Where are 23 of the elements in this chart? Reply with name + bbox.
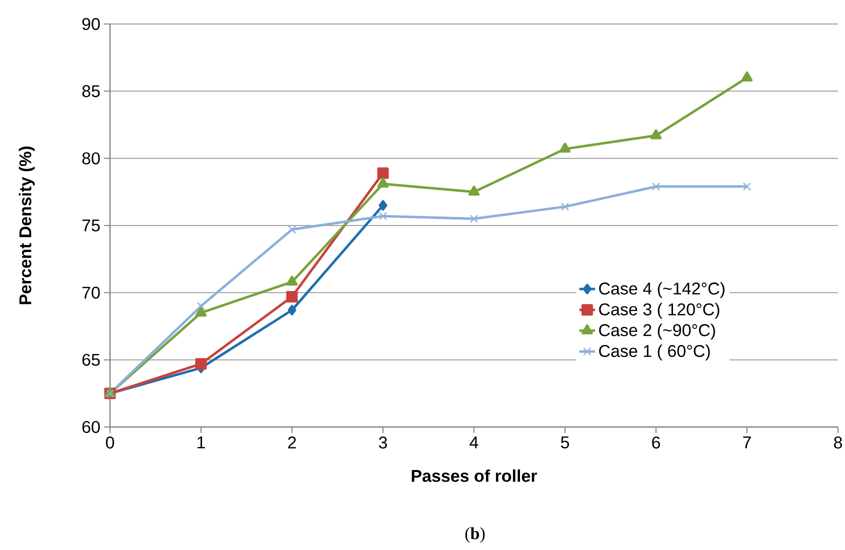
y-tick-label: 75 <box>82 220 100 232</box>
legend-label: Case 1 ( 60°C) <box>599 344 710 360</box>
y-tick-label: 90 <box>82 18 100 30</box>
x-tick-label: 8 <box>834 436 842 449</box>
text: (b) <box>465 527 485 543</box>
x-tick-label: 2 <box>288 436 296 448</box>
legend-label: Case 4 (~142°C) <box>599 282 724 298</box>
x-tick-label: 6 <box>652 436 660 449</box>
y-tick-label: 80 <box>82 152 100 164</box>
y-tick-label: 70 <box>82 286 100 299</box>
x-axis-title: Passes of roller <box>412 469 538 482</box>
y-tick-label: 85 <box>82 85 100 98</box>
y-axis-title: Percent Density (%) <box>18 146 35 304</box>
legend-label: Case 3 ( 120°C) <box>599 302 720 319</box>
x-tick-label: 5 <box>560 436 570 448</box>
x-tick-label: 0 <box>106 436 114 449</box>
legend-label: Case 2 (~90°C) <box>599 324 716 340</box>
y-tick-label: 65 <box>82 354 100 366</box>
x-tick-label: 4 <box>470 436 478 448</box>
y-tick-label: 60 <box>82 420 100 434</box>
x-tick-label: 1 <box>198 436 205 448</box>
x-tick-label: 3 <box>378 436 387 449</box>
x-tick-label: 7 <box>743 436 751 448</box>
